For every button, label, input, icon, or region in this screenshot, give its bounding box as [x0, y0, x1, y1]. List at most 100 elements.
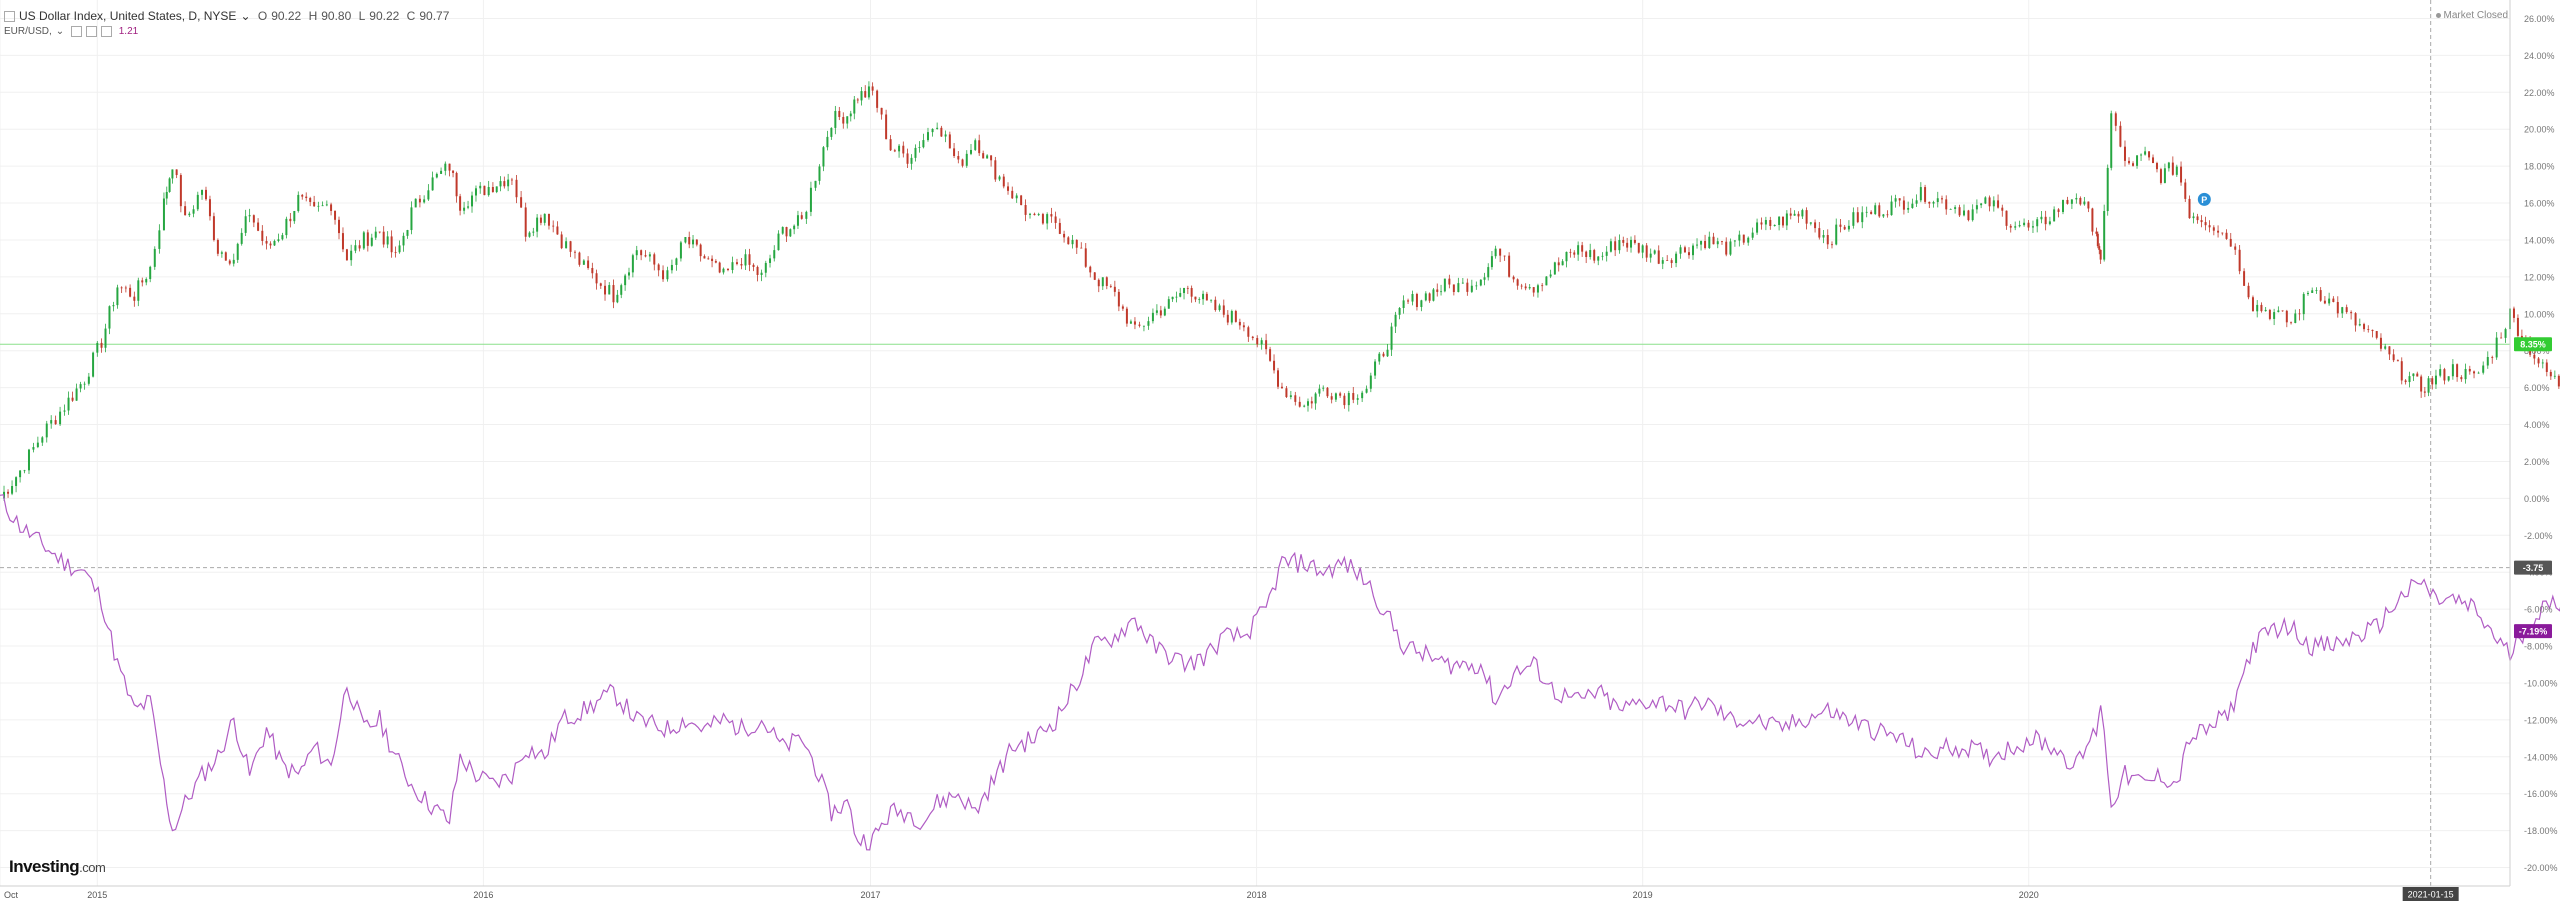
- candle-body: [220, 252, 223, 254]
- hide-icon[interactable]: [70, 26, 82, 37]
- candle-body: [2103, 211, 2106, 260]
- candle-body: [467, 206, 470, 208]
- candle-body: [100, 342, 103, 348]
- candle-body: [515, 179, 518, 198]
- candle-body: [41, 437, 44, 443]
- candle-body: [990, 155, 993, 161]
- candle-body: [2136, 155, 2139, 166]
- candle-body: [36, 442, 39, 448]
- y-tick-label: -18.00%: [2524, 826, 2558, 836]
- candle-body: [1630, 239, 1633, 248]
- collapse-icon[interactable]: [4, 11, 15, 23]
- candle-body: [1751, 232, 1754, 238]
- candle-body: [2212, 227, 2215, 231]
- y-tick-label: 22.00%: [2524, 88, 2555, 98]
- candle-body: [1205, 293, 1208, 301]
- candle-body: [631, 255, 634, 273]
- candle-body: [1432, 289, 1435, 301]
- candle-body: [1179, 293, 1182, 297]
- candle-body: [2298, 313, 2301, 315]
- crosshair-date-label: 2021-01-15: [2408, 890, 2454, 900]
- candle-body: [640, 250, 643, 256]
- candle-body: [394, 252, 397, 254]
- price-tag-bg: [2514, 560, 2552, 575]
- candle-body: [1773, 224, 1776, 227]
- y-tick-label: -6.00%: [2524, 605, 2553, 615]
- candle-body: [2247, 285, 2250, 298]
- settings-icon[interactable]: [85, 26, 97, 37]
- candle-body: [1785, 213, 1788, 226]
- candle-body: [556, 226, 559, 235]
- compare-chevron-icon[interactable]: ⌄: [55, 26, 65, 38]
- candle-body: [2367, 329, 2370, 330]
- candle-body: [2396, 360, 2399, 362]
- candle-body: [1402, 300, 1405, 309]
- candle-body: [1067, 237, 1070, 245]
- candle-body: [1679, 247, 1682, 254]
- candle-body: [752, 264, 755, 267]
- candle-body: [1605, 251, 1608, 256]
- candle-body: [2106, 167, 2109, 212]
- candle-body: [305, 196, 308, 199]
- candle-body: [216, 240, 219, 254]
- candle-body: [2516, 317, 2519, 336]
- candle-body: [1452, 284, 1455, 293]
- candle-body: [1561, 261, 1564, 266]
- candle-body: [1657, 250, 1660, 264]
- candle-body: [2443, 369, 2446, 381]
- close-icon[interactable]: [100, 26, 112, 37]
- candle-body: [1865, 211, 1868, 213]
- candle-body: [931, 128, 934, 133]
- candle-body: [864, 91, 867, 98]
- candle-body: [2119, 125, 2122, 147]
- candle-body: [184, 206, 187, 216]
- candle-body: [2557, 375, 2560, 387]
- candle-body: [1692, 245, 1695, 256]
- candle-body: [2431, 378, 2434, 385]
- candle-body: [2273, 312, 2276, 319]
- candle-body: [1382, 353, 1385, 357]
- candle-body: [2152, 157, 2155, 164]
- candle-body: [495, 186, 498, 193]
- candle-body: [1424, 293, 1427, 301]
- candle-body: [1125, 308, 1128, 324]
- candle-body: [1105, 277, 1108, 286]
- candle-body: [1089, 266, 1092, 273]
- candle-body: [2408, 376, 2411, 383]
- candle-body: [1461, 282, 1464, 284]
- x-tick-label: 2016: [473, 890, 493, 900]
- candle-body: [2434, 375, 2437, 385]
- candle-body: [1653, 250, 1656, 254]
- candle-body: [2192, 216, 2195, 219]
- candle-body: [1532, 287, 1535, 293]
- candle-body: [2268, 309, 2271, 319]
- candle-body: [2062, 199, 2065, 212]
- candle-body: [483, 185, 486, 196]
- candle-body: [969, 149, 972, 154]
- candle-body: [1585, 251, 1588, 258]
- candle-body: [773, 250, 776, 259]
- candle-body: [1861, 212, 1864, 223]
- candle-body: [539, 217, 542, 223]
- candle-body: [906, 153, 909, 164]
- candle-body: [1614, 241, 1617, 251]
- ohlc-high-value: 90.80: [321, 9, 352, 23]
- candle-body: [1801, 210, 1804, 217]
- candle-body: [1503, 255, 1506, 257]
- candle-body: [2491, 357, 2494, 358]
- candle-body: [922, 140, 925, 148]
- candle-body: [1789, 213, 1792, 216]
- candle-body: [627, 272, 630, 276]
- candle-body: [1273, 360, 1276, 371]
- candle-body: [2057, 209, 2060, 212]
- candle-body: [1109, 285, 1112, 287]
- candle-body: [1924, 187, 1927, 202]
- settings-chevron-icon[interactable]: ⌄: [240, 9, 251, 23]
- candle-body: [1609, 241, 1612, 252]
- candle-body: [1339, 393, 1342, 396]
- candle-body: [1142, 325, 1145, 327]
- candle-body: [2553, 375, 2556, 377]
- candle-body: [2040, 216, 2043, 220]
